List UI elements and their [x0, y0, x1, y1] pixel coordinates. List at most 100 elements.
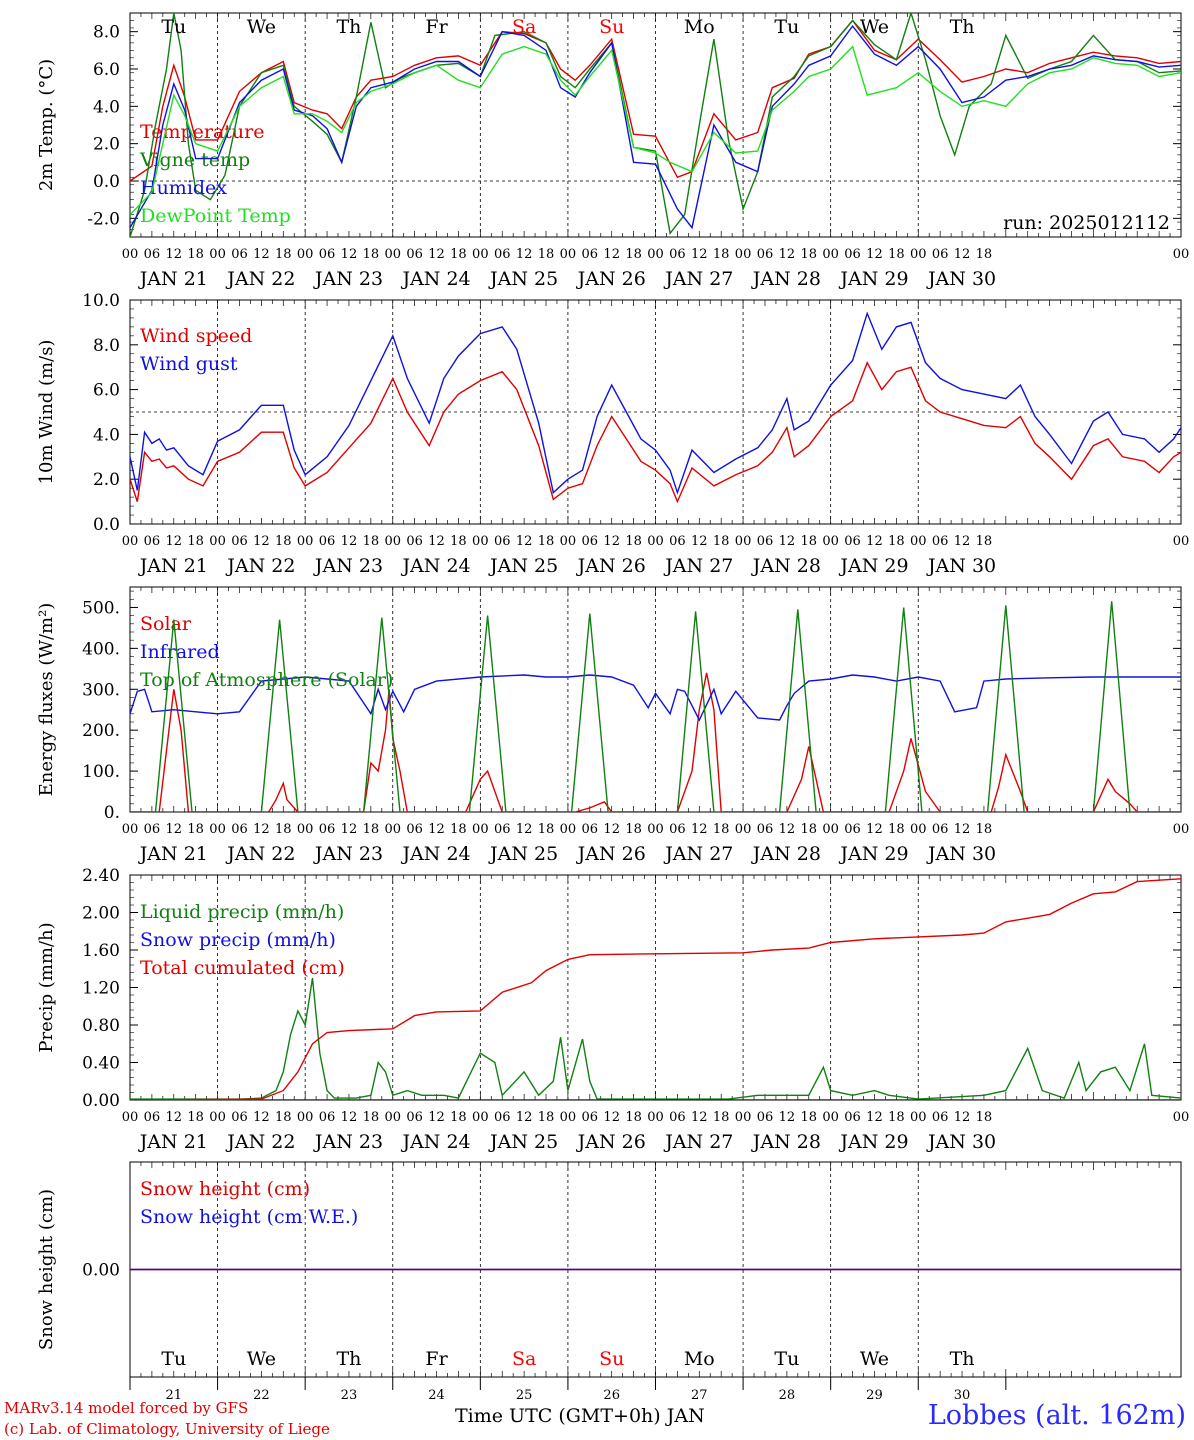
date-label: JAN 30: [926, 555, 996, 577]
weekday-label: Tu: [774, 16, 799, 38]
date-label: JAN 28: [751, 1131, 821, 1153]
date-label: JAN 25: [488, 555, 558, 577]
legend-entry: Wind speed: [140, 325, 252, 347]
model-credit: MARv3.14 model forced by GFS: [4, 1399, 249, 1417]
series-red-line: [130, 361, 1181, 504]
hour-tick-label: 06: [932, 534, 949, 549]
y-tick-label: 0.0: [93, 172, 120, 192]
panel-frame: [129, 12, 1182, 238]
y-axis-label: Snow height (cm): [36, 1189, 57, 1350]
legend-entry: Total cumulated (cm): [140, 957, 345, 979]
hour-tick-label: 00: [384, 822, 401, 837]
hour-tick-label: 18: [363, 247, 380, 262]
weekday-label-bottom: Sa: [512, 1348, 536, 1370]
hour-tick-label: 12: [866, 1110, 883, 1125]
date-label: JAN 25: [488, 1131, 558, 1153]
hour-tick-label: 06: [231, 534, 248, 549]
weekday-label-bottom: We: [860, 1348, 889, 1370]
date-label: JAN 26: [576, 268, 646, 290]
series-blue-line: [130, 674, 1181, 722]
hour-tick-label: 06: [757, 534, 774, 549]
hour-tick-label: 12: [954, 1110, 971, 1125]
hour-tick-label: 06: [757, 1110, 774, 1125]
hour-tick-label: 18: [275, 247, 292, 262]
weekday-label-bottom: Th: [336, 1348, 361, 1370]
date-label: JAN 29: [838, 1131, 908, 1153]
date-label: JAN 21: [138, 1131, 208, 1153]
hour-tick-label: 06: [494, 247, 511, 262]
y-tick-label: 4.0: [93, 425, 120, 445]
hour-tick-label: 06: [406, 247, 423, 262]
hour-tick-label: 12: [166, 1110, 183, 1125]
hour-tick-label: 12: [428, 247, 445, 262]
hour-tick-label: 12: [428, 534, 445, 549]
hour-tick-label: 06: [231, 822, 248, 837]
hour-tick-label: 12: [341, 822, 358, 837]
hour-tick-label: 18: [538, 247, 555, 262]
weekday-label: Th: [336, 16, 361, 38]
panel-1: -2.0 0.0 2.0 4.0 6.0 8.0 2m Temp. (°C) Temperat…: [36, 12, 1189, 290]
date-label: JAN 30: [926, 1131, 996, 1153]
legend-entry: Vigne temp: [139, 149, 250, 171]
run-annotation: run: 2025012112: [1003, 212, 1170, 234]
y-tick-label: 500.: [82, 598, 120, 618]
hour-tick-label: 12: [691, 534, 708, 549]
hour-tick-label: 12: [341, 1110, 358, 1125]
date-label: JAN 21: [138, 843, 208, 865]
day-number-label: 28: [779, 1388, 796, 1403]
y-tick-label: 1.20: [82, 979, 120, 999]
hour-tick-label: 06: [757, 822, 774, 837]
hour-tick-label: 00: [910, 534, 927, 549]
hour-tick-label: 06: [844, 534, 861, 549]
hour-tick-label: 00: [735, 534, 752, 549]
date-label: JAN 21: [138, 555, 208, 577]
y-tick-label: 1.60: [82, 941, 120, 961]
weekday-label: We: [860, 16, 889, 38]
hour-tick-label: 12: [341, 247, 358, 262]
series-green-line: [130, 601, 1181, 812]
hour-tick-label: 18: [888, 1110, 905, 1125]
hour-tick-label: 18: [450, 1110, 467, 1125]
hour-tick-label: 00: [297, 534, 314, 549]
hour-tick-label: 18: [538, 534, 555, 549]
hour-tick-label: 06: [582, 1110, 599, 1125]
hour-tick-label: 18: [625, 247, 642, 262]
date-label: JAN 23: [313, 1131, 383, 1153]
weekday-label: Th: [950, 16, 975, 38]
hour-tick-label: 06: [231, 1110, 248, 1125]
hour-tick-label: 12: [691, 247, 708, 262]
y-tick-label: 6.0: [93, 60, 120, 80]
hour-tick-label: 00: [209, 822, 226, 837]
weekday-label-bottom: Fr: [425, 1348, 448, 1370]
hour-tick-label: 00: [910, 822, 927, 837]
date-label: JAN 23: [313, 268, 383, 290]
date-label: JAN 27: [663, 843, 733, 865]
hour-tick-label: 00: [647, 822, 664, 837]
hour-tick-label: 12: [866, 534, 883, 549]
legend-entry: Top of Atmosphere (Solar): [140, 669, 393, 691]
hour-tick-label: 00: [472, 1110, 489, 1125]
hour-tick-label: 18: [187, 534, 204, 549]
hour-tick-label: 18: [363, 1110, 380, 1125]
y-tick-label: 0.00: [82, 1261, 120, 1281]
hour-tick-label: 12: [428, 1110, 445, 1125]
hour-tick-label: 18: [976, 534, 993, 549]
hour-tick-label: 18: [713, 534, 730, 549]
hour-tick-label: 06: [494, 534, 511, 549]
y-tick-label: 0.: [104, 803, 120, 823]
hour-tick-label: 12: [691, 822, 708, 837]
hour-tick-label: 18: [538, 822, 555, 837]
y-tick-label: 10.0: [82, 291, 120, 311]
y-tick-label: 0.80: [82, 1016, 120, 1036]
y-tick-label: 2.40: [82, 866, 120, 886]
hour-tick-label: 18: [187, 822, 204, 837]
hour-tick-label: 00: [384, 247, 401, 262]
hour-tick-label: 18: [450, 247, 467, 262]
hour-tick-label: 00: [472, 247, 489, 262]
hour-tick-label: 00: [122, 534, 139, 549]
legend-entry: DewPoint Temp: [140, 205, 291, 227]
hour-tick-label: 00: [560, 534, 577, 549]
hour-tick-label: 12: [603, 822, 620, 837]
hour-tick-label: 00: [1173, 1110, 1190, 1125]
date-label: JAN 30: [926, 268, 996, 290]
